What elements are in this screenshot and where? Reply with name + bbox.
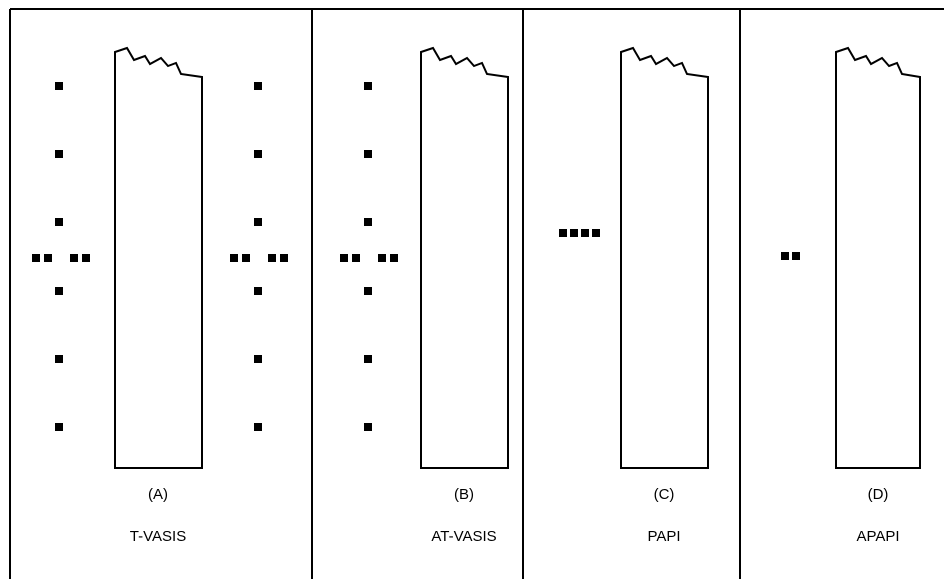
panel-letter-label: (A)	[148, 486, 168, 503]
light-units-wing-bar	[559, 229, 600, 237]
light-unit	[570, 229, 578, 237]
light-unit	[364, 218, 372, 226]
light-unit	[55, 287, 63, 295]
light-unit	[364, 423, 372, 431]
system-name-label: AT-VASIS	[431, 528, 496, 545]
panel-at-vasis: (B) AT-VASIS	[340, 46, 509, 545]
light-unit	[44, 254, 52, 262]
panel-t-vasis: (A) T-VASIS	[32, 46, 288, 545]
light-unit	[592, 229, 600, 237]
runway-outline	[620, 46, 709, 469]
light-unit	[268, 254, 276, 262]
light-unit	[581, 229, 589, 237]
light-unit	[55, 150, 63, 158]
runway-outline	[835, 46, 921, 469]
light-unit	[254, 423, 262, 431]
light-unit	[364, 287, 372, 295]
light-units-right-wing	[230, 82, 288, 431]
light-unit	[792, 252, 800, 260]
light-unit	[364, 355, 372, 363]
light-unit	[254, 218, 262, 226]
light-units-left-wing	[32, 82, 90, 431]
light-unit	[55, 423, 63, 431]
light-unit	[55, 218, 63, 226]
light-unit	[55, 355, 63, 363]
light-unit	[254, 150, 262, 158]
panel-letter-label: (D)	[868, 486, 889, 503]
light-unit	[254, 355, 262, 363]
light-unit	[364, 150, 372, 158]
panel-papi: (C) PAPI	[559, 46, 709, 545]
light-unit	[378, 254, 386, 262]
light-unit	[82, 254, 90, 262]
runway-outline	[114, 46, 203, 469]
light-unit	[390, 254, 398, 262]
light-unit	[254, 82, 262, 90]
system-name-label: APAPI	[856, 528, 899, 545]
system-name-label: PAPI	[647, 528, 680, 545]
light-unit	[340, 254, 348, 262]
panel-frame	[9, 8, 944, 579]
panel-letter-label: (C)	[654, 486, 675, 503]
light-unit	[70, 254, 78, 262]
runway-outline	[420, 46, 509, 469]
light-unit	[364, 82, 372, 90]
light-unit	[230, 254, 238, 262]
light-unit	[254, 287, 262, 295]
light-units-wing-bar	[781, 252, 800, 260]
light-units-single-wing	[340, 82, 398, 431]
light-unit	[352, 254, 360, 262]
light-unit	[559, 229, 567, 237]
panel-apapi: (D) APAPI	[781, 46, 921, 545]
light-unit	[55, 82, 63, 90]
light-unit	[32, 254, 40, 262]
system-name-label: T-VASIS	[130, 528, 186, 545]
light-unit	[781, 252, 789, 260]
panel-letter-label: (B)	[454, 486, 474, 503]
light-unit	[280, 254, 288, 262]
light-unit	[242, 254, 250, 262]
